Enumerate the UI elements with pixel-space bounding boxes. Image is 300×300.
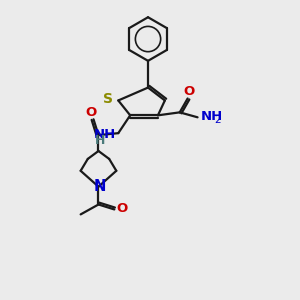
- Text: O: O: [85, 106, 96, 119]
- Text: S: S: [103, 92, 113, 106]
- Text: N: N: [93, 179, 106, 194]
- Text: H: H: [95, 134, 106, 147]
- Text: NH: NH: [200, 110, 223, 123]
- Text: O: O: [117, 202, 128, 215]
- Text: 2: 2: [214, 115, 221, 125]
- Text: NH: NH: [94, 128, 116, 141]
- Text: O: O: [183, 85, 194, 98]
